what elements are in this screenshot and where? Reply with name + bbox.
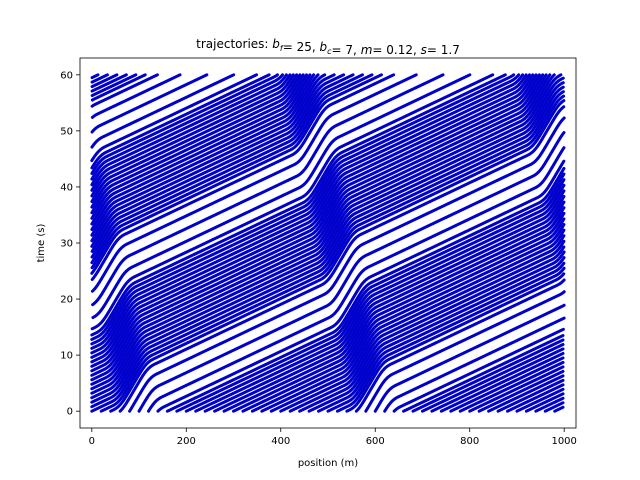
y-tick-label: 0: [67, 407, 73, 418]
vehicle-trajectory: [90, 73, 566, 413]
vehicle-trajectory: [90, 73, 565, 413]
x-tick-label: 1000: [551, 436, 576, 447]
vehicle-trajectory: [90, 73, 566, 413]
y-tick-label: 50: [60, 126, 73, 137]
vehicle-trajectory: [90, 73, 565, 413]
vehicle-trajectory: [90, 73, 565, 413]
y-tick-label: 60: [60, 70, 73, 81]
y-tick-label: 40: [60, 182, 73, 193]
x-axis: 0 200 400 600 800 1000: [89, 428, 577, 447]
x-tick-label: 800: [460, 436, 479, 447]
vehicle-trajectory: [91, 73, 566, 413]
vehicle-trajectory: [90, 73, 565, 413]
vehicle-trajectory: [91, 73, 566, 413]
y-axis: 0 10 20 30 40 50 60: [60, 70, 80, 418]
x-tick-label: 0: [89, 436, 95, 447]
vehicle-trajectory: [90, 73, 566, 413]
vehicle-trajectory: [90, 73, 565, 413]
vehicle-trajectory: [90, 73, 565, 413]
vehicle-trajectory: [90, 73, 566, 413]
vehicle-trajectory: [90, 73, 566, 413]
y-axis-label: time (s): [36, 224, 47, 263]
vehicle-trajectory: [90, 73, 566, 413]
vehicle-trajectory: [90, 73, 566, 413]
vehicle-trajectory: [90, 73, 566, 413]
x-tick-label: 400: [271, 436, 290, 447]
vehicle-trajectory: [90, 73, 566, 413]
vehicle-trajectory: [90, 73, 566, 413]
vehicle-trajectory: [90, 73, 565, 413]
vehicle-trajectory: [90, 73, 565, 413]
vehicle-trajectory: [90, 73, 566, 413]
vehicle-trajectory: [90, 73, 566, 413]
vehicle-trajectory: [90, 73, 565, 413]
vehicle-trajectory: [90, 73, 566, 413]
vehicle-trajectory: [90, 73, 566, 413]
vehicle-trajectory: [90, 73, 565, 413]
vehicle-trajectory: [90, 73, 566, 413]
vehicle-trajectory: [90, 73, 565, 413]
vehicle-trajectory: [90, 73, 565, 413]
vehicle-trajectory: [90, 73, 566, 413]
vehicle-trajectory: [90, 73, 565, 413]
x-axis-label: position (m): [298, 458, 358, 469]
vehicle-trajectory: [90, 73, 566, 413]
chart-title: trajectories: bf= 25, bc= 7, m= 0.12, s=…: [196, 37, 460, 57]
vehicle-trajectory: [90, 73, 566, 413]
vehicle-trajectory: [90, 73, 565, 413]
vehicle-trajectory: [90, 73, 566, 413]
vehicle-trajectory: [90, 73, 565, 413]
vehicle-trajectory: [90, 73, 566, 413]
vehicle-trajectory: [90, 73, 566, 413]
y-tick-label: 30: [60, 239, 73, 250]
trajectory-series: [90, 73, 566, 413]
vehicle-trajectory: [90, 73, 565, 413]
vehicle-trajectory: [90, 73, 566, 413]
vehicle-trajectory: [90, 73, 566, 413]
vehicle-trajectory: [90, 73, 565, 413]
vehicle-trajectory: [90, 73, 566, 413]
y-tick-label: 20: [60, 295, 73, 306]
x-tick-label: 200: [177, 436, 196, 447]
vehicle-trajectory: [90, 73, 566, 413]
vehicle-trajectory: [90, 73, 566, 413]
vehicle-trajectory: [90, 73, 566, 413]
vehicle-trajectory: [90, 73, 565, 413]
vehicle-trajectory: [90, 73, 566, 413]
x-tick-label: 600: [366, 436, 385, 447]
y-tick-label: 10: [60, 351, 73, 362]
vehicle-trajectory: [90, 73, 565, 413]
vehicle-trajectory: [90, 73, 566, 413]
